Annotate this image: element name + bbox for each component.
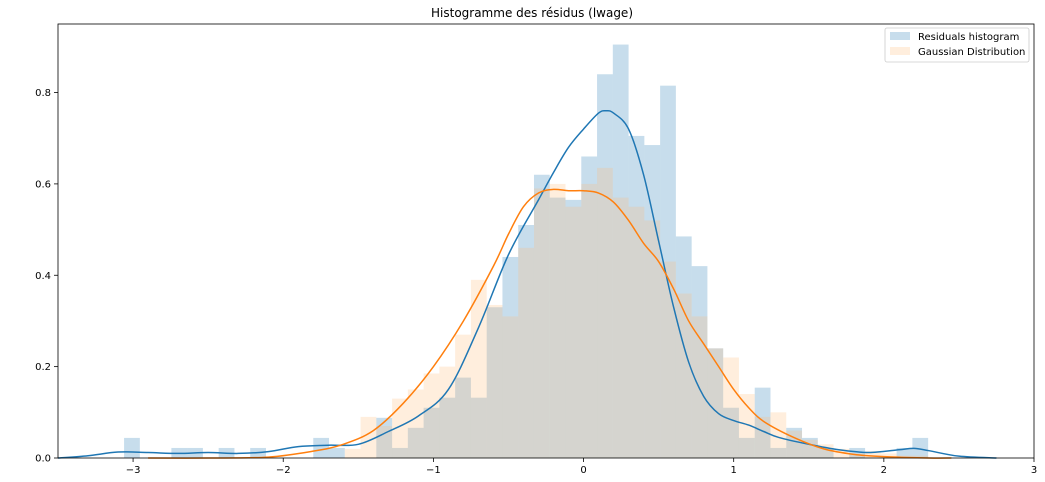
residuals-bar-12 bbox=[313, 437, 330, 458]
residuals-bar-24 bbox=[502, 256, 519, 458]
residuals-bar-39 bbox=[738, 437, 755, 458]
gaussian-bar-7 bbox=[455, 334, 471, 458]
kde-lines bbox=[57, 109, 997, 459]
gaussian-bar-28 bbox=[786, 430, 803, 458]
x-tick-label: −2 bbox=[276, 465, 291, 476]
y-tick-label: 0.0 bbox=[35, 454, 51, 465]
residuals-bar-50 bbox=[912, 437, 929, 458]
legend-label-gaussian: Gaussian Distribution bbox=[918, 47, 1025, 58]
legend-swatch-residuals bbox=[890, 32, 910, 40]
gaussian-bar-10 bbox=[502, 316, 519, 458]
residuals-bar-19 bbox=[423, 407, 440, 458]
gaussian-bar-14 bbox=[565, 206, 582, 458]
x-axis: −3 −2 −1 0 1 2 3 bbox=[126, 458, 1037, 476]
residuals-bar-0 bbox=[124, 437, 140, 458]
gaussian-kde-line bbox=[148, 188, 952, 459]
gaussian-bar-11 bbox=[518, 247, 534, 458]
residuals-bar-20 bbox=[439, 397, 456, 458]
residuals-bar-34 bbox=[660, 85, 676, 459]
gaussian-bar-33 bbox=[865, 451, 881, 458]
x-tick-label: 2 bbox=[881, 465, 887, 476]
gaussian-bar-9 bbox=[486, 304, 503, 458]
residuals-bar-28 bbox=[565, 199, 582, 458]
y-tick-label: 0.8 bbox=[35, 88, 51, 99]
gaussian-bar-36 bbox=[912, 455, 929, 458]
gaussian-bar-12 bbox=[533, 188, 550, 458]
legend-box bbox=[884, 27, 1030, 63]
gaussian-bar-8 bbox=[470, 279, 487, 458]
residuals-bar-30 bbox=[597, 74, 613, 459]
legend-swatch-gaussian bbox=[890, 47, 910, 55]
y-tick-label: 0.6 bbox=[35, 179, 51, 190]
residuals-bar-26 bbox=[533, 174, 550, 459]
residuals-bar-41 bbox=[770, 447, 787, 458]
gaussian-bar-15 bbox=[581, 183, 598, 459]
residuals-bar-33 bbox=[644, 145, 661, 458]
gaussian-bar-2 bbox=[376, 426, 393, 458]
y-axis: 0.0 0.2 0.4 0.6 0.8 bbox=[35, 88, 58, 465]
residuals-bar-37 bbox=[707, 348, 724, 458]
gaussian-bar-4 bbox=[407, 389, 424, 458]
gaussian-bar-0 bbox=[344, 448, 361, 458]
x-tick-label: 0 bbox=[580, 465, 586, 476]
residuals-bar-22 bbox=[470, 397, 487, 458]
y-tick-label: 0.2 bbox=[35, 362, 51, 373]
x-tick-label: −1 bbox=[426, 465, 441, 476]
chart-title: Histogramme des résidus (lwage) bbox=[431, 6, 633, 20]
gaussian-bar-6 bbox=[439, 366, 456, 458]
x-tick-label: 3 bbox=[1031, 465, 1037, 476]
residuals-bar-40 bbox=[754, 387, 771, 458]
gaussian-bar-19 bbox=[644, 220, 661, 458]
gaussian-bar-27 bbox=[770, 412, 787, 458]
residuals-bars bbox=[124, 44, 929, 459]
axes-frame bbox=[57, 23, 1035, 459]
y-tick-label: 0.4 bbox=[35, 271, 51, 282]
residuals-bar-16 bbox=[376, 417, 393, 458]
residuals-bar-27 bbox=[549, 197, 566, 458]
gaussian-bar-32 bbox=[849, 453, 866, 458]
gaussian-bar-17 bbox=[612, 197, 629, 458]
legend: Residuals histogram Gaussian Distributio… bbox=[884, 27, 1030, 63]
legend-label-residuals: Residuals histogram bbox=[918, 32, 1019, 43]
gaussian-bar-20 bbox=[660, 261, 676, 458]
x-tick-label: 1 bbox=[731, 465, 737, 476]
gaussian-bars bbox=[344, 167, 929, 459]
gaussian-bar-24 bbox=[723, 357, 739, 458]
gaussian-bar-31 bbox=[833, 448, 850, 458]
gaussian-bar-3 bbox=[392, 398, 408, 458]
residuals-bar-36 bbox=[691, 266, 708, 458]
gaussian-bar-1 bbox=[360, 416, 377, 458]
x-tick-label: −3 bbox=[126, 465, 141, 476]
residuals-bar-29 bbox=[581, 156, 598, 459]
residuals-bar-49 bbox=[896, 447, 913, 458]
gaussian-bar-16 bbox=[597, 167, 613, 458]
gaussian-bar-13 bbox=[549, 183, 566, 459]
residuals-bar-17 bbox=[392, 447, 408, 458]
gaussian-bar-26 bbox=[754, 416, 771, 458]
residuals-bar-13 bbox=[329, 447, 345, 458]
residuals-bar-21 bbox=[455, 377, 471, 458]
residuals-bar-18 bbox=[407, 427, 424, 458]
gaussian-bar-5 bbox=[423, 373, 440, 458]
gaussian-bar-34 bbox=[880, 453, 897, 458]
gaussian-bar-23 bbox=[707, 348, 724, 458]
residuals-bar-32 bbox=[628, 135, 645, 458]
residuals-bar-46 bbox=[849, 447, 866, 458]
residuals-bar-44 bbox=[817, 447, 834, 458]
residuals-bar-25 bbox=[518, 225, 534, 458]
residuals-bar-31 bbox=[612, 44, 629, 459]
gaussian-bar-21 bbox=[675, 293, 692, 458]
residuals-bar-23 bbox=[486, 307, 503, 458]
gaussian-bar-18 bbox=[628, 206, 645, 458]
